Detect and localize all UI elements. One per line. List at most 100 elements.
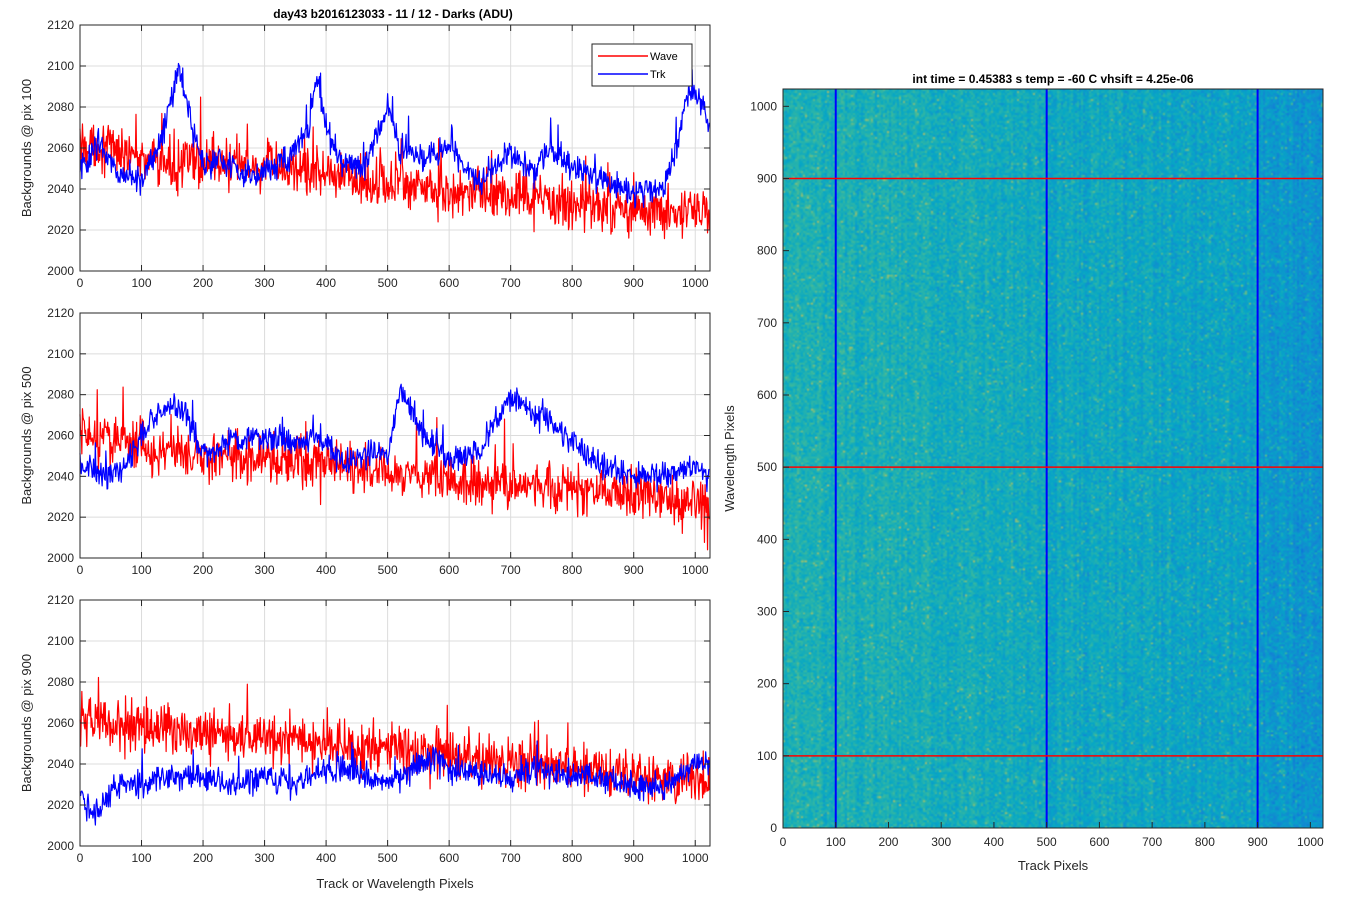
y-tick-label: 2020 xyxy=(47,798,74,812)
y-tick-label: 800 xyxy=(757,244,777,258)
x-tick-label: 300 xyxy=(255,276,275,290)
y-axis-label: Wavelength Pixels xyxy=(722,405,737,512)
y-axis-label: Backgrounds @ pix 900 xyxy=(19,654,34,792)
x-tick-label: 300 xyxy=(931,835,951,849)
figure-title: day43 b2016123033 - 11 / 12 - Darks (ADU… xyxy=(273,7,512,21)
y-tick-label: 500 xyxy=(757,460,777,474)
y-tick-label: 400 xyxy=(757,532,777,546)
x-tick-label: 100 xyxy=(132,563,152,577)
y-tick-label: 700 xyxy=(757,316,777,330)
x-tick-label: 1000 xyxy=(682,563,709,577)
x-tick-label: 0 xyxy=(780,835,787,849)
y-tick-label: 2120 xyxy=(47,593,74,607)
x-axis-label: Track or Wavelength Pixels xyxy=(316,876,474,891)
y-tick-label: 1000 xyxy=(750,99,777,113)
y-tick-label: 2000 xyxy=(47,839,74,853)
y-tick-label: 100 xyxy=(757,749,777,763)
y-axis-label: Backgrounds @ pix 500 xyxy=(19,366,34,504)
y-tick-label: 2100 xyxy=(47,347,74,361)
y-tick-label: 2120 xyxy=(47,18,74,32)
x-tick-label: 700 xyxy=(1142,835,1162,849)
x-tick-label: 700 xyxy=(501,851,521,865)
y-tick-label: 2020 xyxy=(47,510,74,524)
x-tick-label: 500 xyxy=(1037,835,1057,849)
x-tick-label: 200 xyxy=(193,563,213,577)
y-tick-label: 2000 xyxy=(47,551,74,565)
y-tick-label: 2040 xyxy=(47,469,74,483)
line-chart-pix-500: 0 100 200 300 400 500 600 700 800 900 1000 2000 2020… xyxy=(19,306,711,577)
x-tick-label: 200 xyxy=(878,835,898,849)
y-tick-label: 300 xyxy=(757,604,777,618)
x-tick-label: 400 xyxy=(984,835,1004,849)
x-tick-label: 0 xyxy=(77,276,84,290)
y-tick-label: 2060 xyxy=(47,716,74,730)
x-tick-label: 900 xyxy=(1248,835,1268,849)
series-line-trk xyxy=(79,62,710,209)
x-tick-label: 800 xyxy=(562,276,582,290)
line-chart-pix-100: 0 100 200 300 400 500 600 700 800 900 1000 2000 2020… xyxy=(19,18,711,290)
x-tick-label: 800 xyxy=(562,563,582,577)
x-tick-label: 500 xyxy=(378,563,398,577)
heatmap-title: int time = 0.45383 s temp = -60 C vhsift… xyxy=(912,72,1193,86)
legend-box xyxy=(591,43,693,87)
x-tick-label: 400 xyxy=(316,563,336,577)
legend-label-wave: Wave xyxy=(650,51,678,63)
legend-label-trk: Trk xyxy=(650,69,666,81)
x-tick-label: 400 xyxy=(316,851,336,865)
x-tick-label: 0 xyxy=(77,563,84,577)
x-tick-label: 700 xyxy=(501,563,521,577)
x-tick-label: 400 xyxy=(316,276,336,290)
heatmap-chart: int time = 0.45383 s temp = -60 C vhsift… xyxy=(722,72,1324,873)
series-line-trk xyxy=(79,383,710,493)
series-line-wave xyxy=(79,386,710,551)
x-tick-label: 900 xyxy=(624,851,644,865)
x-tick-label: 0 xyxy=(77,851,84,865)
x-tick-label: 600 xyxy=(439,563,459,577)
x-tick-label: 1000 xyxy=(1297,835,1324,849)
x-tick-label: 900 xyxy=(624,563,644,577)
y-tick-label: 0 xyxy=(770,821,777,835)
y-tick-label: 200 xyxy=(757,677,777,691)
series-line-trk xyxy=(79,740,710,826)
x-tick-label: 800 xyxy=(562,851,582,865)
y-tick-label: 2000 xyxy=(47,264,74,278)
heatmap-image xyxy=(783,89,1323,828)
line-chart-pix-900: 0 100 200 300 400 500 600 700 800 900 1000 2000 2020… xyxy=(19,593,711,891)
y-tick-label: 2120 xyxy=(47,306,74,320)
x-tick-label: 100 xyxy=(826,835,846,849)
x-tick-label: 200 xyxy=(193,276,213,290)
heatmap-canvas xyxy=(783,89,1323,828)
x-tick-label: 600 xyxy=(439,276,459,290)
x-tick-label: 900 xyxy=(624,276,644,290)
x-tick-label: 800 xyxy=(1195,835,1215,849)
x-tick-label: 600 xyxy=(1089,835,1109,849)
x-axis-label: Track Pixels xyxy=(1018,858,1089,873)
y-tick-label: 2020 xyxy=(47,223,74,237)
y-tick-label: 2080 xyxy=(47,675,74,689)
y-tick-label: 2040 xyxy=(47,182,74,196)
x-tick-label: 200 xyxy=(193,851,213,865)
series-line-wave xyxy=(79,96,710,240)
x-tick-label: 100 xyxy=(132,276,152,290)
y-tick-label: 2100 xyxy=(47,634,74,648)
y-tick-label: 2060 xyxy=(47,141,74,155)
x-tick-label: 700 xyxy=(501,276,521,290)
y-tick-label: 900 xyxy=(757,171,777,185)
x-tick-label: 300 xyxy=(255,851,275,865)
y-axis-label: Backgrounds @ pix 100 xyxy=(19,79,34,217)
axes-box xyxy=(782,88,1324,829)
y-tick-label: 2080 xyxy=(47,388,74,402)
y-tick-label: 2080 xyxy=(47,100,74,114)
x-tick-label: 100 xyxy=(132,851,152,865)
x-tick-label: 500 xyxy=(378,276,398,290)
y-tick-label: 2100 xyxy=(47,59,74,73)
legend: Wave Trk xyxy=(591,43,693,87)
x-tick-label: 300 xyxy=(255,563,275,577)
x-tick-label: 1000 xyxy=(682,851,709,865)
y-tick-label: 2040 xyxy=(47,757,74,771)
x-tick-label: 1000 xyxy=(682,276,709,290)
x-tick-label: 600 xyxy=(439,851,459,865)
x-tick-label: 500 xyxy=(378,851,398,865)
y-tick-label: 2060 xyxy=(47,429,74,443)
